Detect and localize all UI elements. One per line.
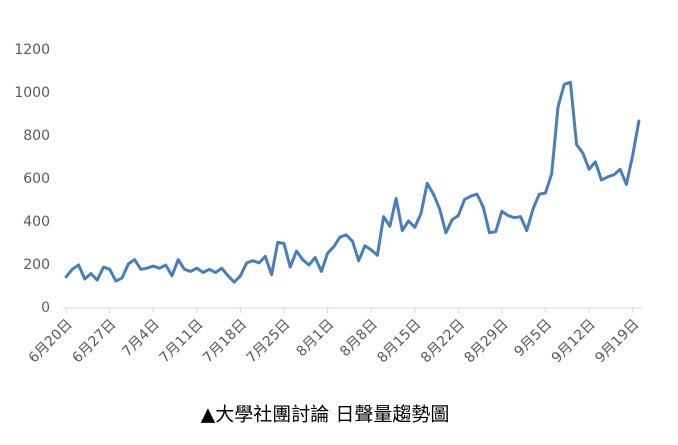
x-tick-label: 7月4日 — [119, 316, 163, 360]
x-tick-label: 8月8日 — [337, 316, 381, 360]
x-tick-label: 7月11日 — [156, 316, 206, 366]
x-tick-label: 6月27日 — [69, 316, 119, 366]
x-tick-label: 8月29日 — [462, 316, 512, 366]
x-tick-label: 9月19日 — [592, 316, 642, 366]
y-tick-label: 800 — [23, 128, 50, 144]
y-tick-label: 600 — [23, 171, 50, 187]
chart-title: ▲大學社團討論 日聲量趨勢圖 — [201, 404, 450, 426]
x-tick-label: 7月18日 — [200, 316, 250, 366]
y-tick-label: 1000 — [14, 85, 50, 101]
line-series — [64, 80, 641, 284]
x-tick-label: 9月12日 — [549, 316, 599, 366]
y-tick-label: 1200 — [14, 42, 50, 58]
y-tick-label: 0 — [41, 300, 50, 316]
x-tick-label: 8月15日 — [374, 316, 424, 366]
y-tick-label: 400 — [23, 214, 50, 230]
x-tick-label: 8月22日 — [418, 316, 468, 366]
x-tick-label: 8月1日 — [294, 316, 338, 360]
x-tick-label: 9月5日 — [511, 316, 555, 360]
y-tick-label: 200 — [23, 257, 50, 273]
x-tick-label: 7月25日 — [244, 316, 294, 366]
x-tick-label: 6月20日 — [26, 316, 76, 366]
